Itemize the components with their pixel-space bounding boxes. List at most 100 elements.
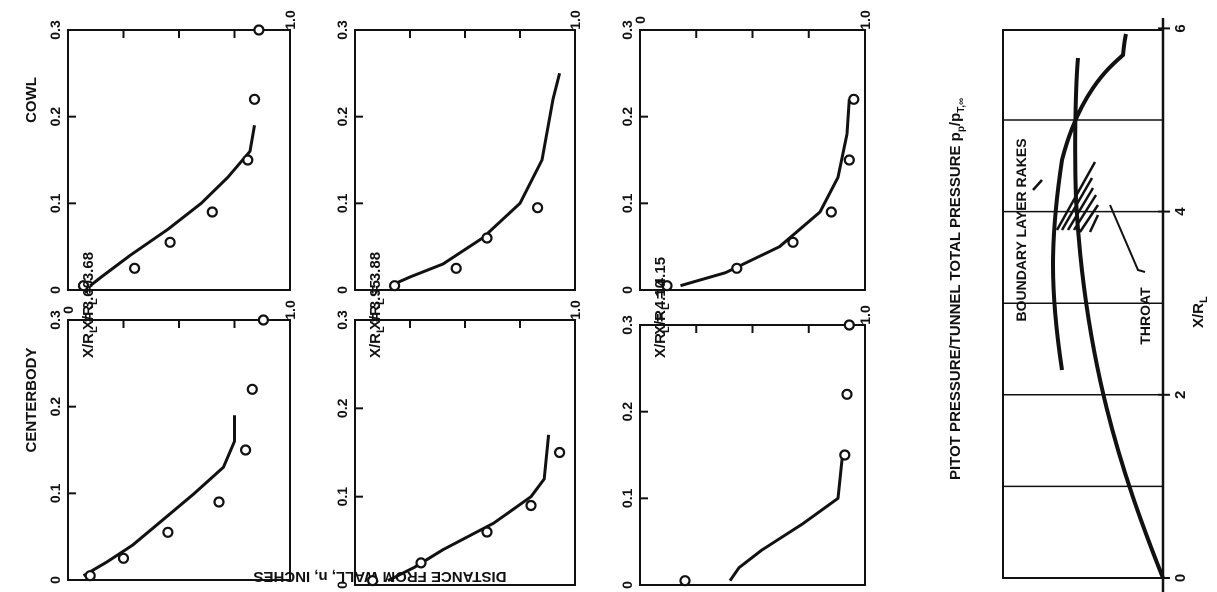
data-point	[164, 236, 176, 248]
data-point	[242, 154, 254, 166]
data-point	[679, 575, 691, 587]
data-point	[129, 262, 141, 274]
data-point	[248, 93, 261, 105]
x-tick-label: 0.1	[47, 483, 63, 503]
x-tick-label: 0.3	[334, 20, 350, 40]
station-label: X/RL = 4.10	[652, 280, 672, 358]
profile-panel: 0.3 0.2 0.1 0 1.0 X/RL = 3.88	[334, 252, 583, 589]
data-point	[253, 24, 265, 36]
x-tick-label: 0.3	[334, 310, 350, 330]
x-tick-label: 0	[47, 286, 63, 294]
data-point	[206, 206, 218, 218]
y-tick-label: 0	[60, 306, 76, 314]
y-tick-label: 0	[632, 16, 648, 24]
y-tick-label: 1.0	[282, 300, 298, 320]
x-axis-title-sub1: p	[956, 126, 967, 132]
rakes-label: BOUNDARY LAYER RAKES	[1013, 138, 1029, 321]
centerbody-contour	[1073, 57, 1165, 579]
x-tick-label: 0.1	[47, 193, 63, 213]
data-point	[117, 552, 130, 564]
x-tick-label: 0	[47, 576, 63, 584]
inlet-schematic: 0 2 4 6 BOUNDARY LAYER RAKES THROAT X/RL	[1002, 18, 1210, 592]
data-point	[531, 202, 544, 214]
schematic-x-axis-label: X/RL	[1190, 296, 1210, 328]
station-label: X/RL = 3.95	[367, 280, 387, 358]
data-point	[450, 262, 462, 274]
data-point	[843, 154, 855, 166]
x-tick-label: 0.2	[619, 107, 635, 127]
panel-frame	[639, 29, 866, 291]
x-tick-label: 0.2	[47, 107, 63, 127]
x-tick-label: 0.3	[619, 20, 635, 40]
y-axis-title: DISTANCE FROM WALL, n, INCHES	[253, 568, 506, 585]
profile-panel: 0.3 0.2 0.1 0 1.0 X/RL = 4.15	[619, 257, 873, 589]
profile-panel: 0.3 0.2 0.1 0 0 1.0 X/RL = 4.10	[619, 10, 873, 358]
data-point	[525, 499, 537, 512]
data-point	[661, 280, 673, 292]
panel-frame	[67, 29, 291, 291]
profile-curve	[89, 125, 256, 287]
profile-curve	[82, 415, 236, 577]
schematic-tick-label: 0	[1172, 574, 1189, 582]
data-point	[481, 232, 493, 244]
data-point	[839, 449, 851, 461]
data-point	[84, 570, 96, 582]
y-tick-label: 1.0	[282, 10, 298, 30]
data-point	[731, 262, 743, 274]
panel-frame	[354, 319, 576, 586]
station-label: X/RL = 3.88	[367, 252, 387, 330]
data-point	[843, 319, 855, 331]
y-tick-label: 1.0	[857, 305, 873, 325]
data-point	[787, 236, 799, 248]
x-tick-label: 0.1	[619, 488, 635, 508]
throat-leader	[1109, 204, 1146, 273]
schematic-tick-label: 4	[1172, 207, 1189, 216]
data-point	[553, 446, 566, 459]
x-tick-label: 0.2	[47, 397, 63, 417]
data-point	[848, 93, 860, 105]
panel-frame	[639, 324, 866, 586]
x-axis-title-sep: /p	[947, 113, 964, 126]
x-tick-label: 0.2	[619, 402, 635, 422]
schematic-tick-label: 2	[1172, 391, 1189, 399]
y-tick-label: 1.0	[567, 300, 583, 320]
data-point	[481, 526, 493, 538]
profile-panel: 0.3 0.2 0.1 0 1.0 X/RL = 3.60	[47, 10, 298, 358]
data-point	[162, 526, 174, 538]
data-point	[246, 383, 258, 395]
x-tick-label: 0.1	[619, 193, 635, 213]
y-tick-label: 1.0	[567, 10, 583, 30]
data-point	[389, 280, 401, 292]
profile-curve	[728, 454, 844, 582]
x-tick-label: 0.3	[47, 20, 63, 40]
x-tick-label: 0	[619, 581, 635, 589]
y-tick-label: 1.0	[857, 10, 873, 30]
x-tick-label: 0.2	[334, 107, 350, 127]
schematic-tick-label: 6	[1172, 24, 1189, 32]
x-tick-label: 0	[619, 286, 635, 294]
data-point	[77, 280, 90, 292]
profile-panel: 0.3 0.2 0.1 0 1.0 X/RL = 3.95	[334, 10, 583, 358]
schematic-x-axis-prefix: X/R	[1190, 303, 1207, 328]
x-axis-title-main: PITOT PRESSURE/TUNNEL TOTAL PRESSURE p	[947, 132, 964, 480]
cowl-contour	[1051, 33, 1128, 371]
x-tick-label: 0	[334, 581, 350, 589]
profile-curve	[680, 99, 851, 288]
x-tick-label: 0.1	[334, 193, 350, 213]
x-tick-label: 0	[334, 286, 350, 294]
data-point	[415, 557, 427, 569]
x-axis-title: PITOT PRESSURE/TUNNEL TOTAL PRESSURE pp/…	[947, 98, 967, 480]
panel-frame	[67, 319, 291, 581]
data-point	[841, 388, 853, 400]
x-tick-label: 0.2	[334, 398, 350, 418]
centerbody-column-label: CENTERBODY	[23, 347, 40, 452]
x-tick-label: 0.1	[334, 487, 350, 507]
data-point	[257, 314, 269, 326]
schematic-x-axis-sub: L	[1198, 296, 1210, 303]
data-point	[825, 206, 837, 218]
station-label: X/RL = 3.60	[80, 280, 100, 358]
profile-curve	[389, 72, 562, 288]
data-point	[367, 574, 379, 587]
data-point	[213, 496, 225, 508]
